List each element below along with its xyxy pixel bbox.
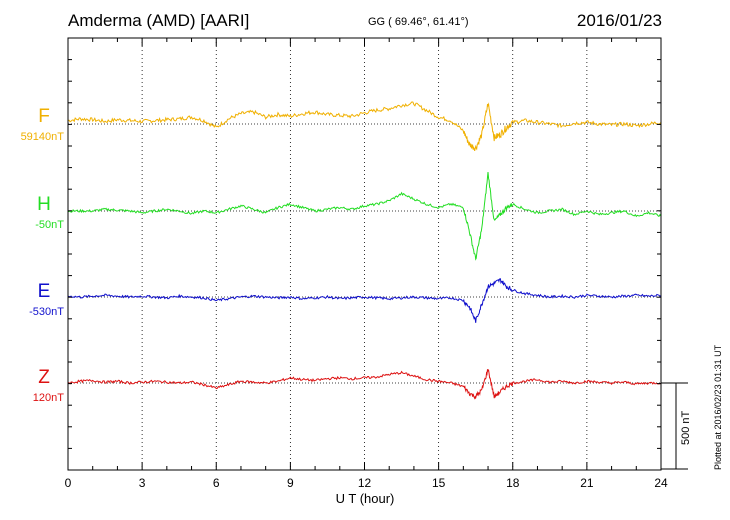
channel-e-baseline: -530nT <box>29 306 64 318</box>
x-tick-label-21: 21 <box>580 476 594 490</box>
channel-e-label: E <box>37 281 51 302</box>
coordinates: GG ( 69.46°, 61.41°) <box>368 16 469 28</box>
date-label: 2016/01/23 <box>576 11 662 30</box>
channel-f-baseline: 59140nT <box>20 131 64 143</box>
series-line-z <box>67 369 662 400</box>
scale-bar <box>661 382 688 470</box>
x-tick-label-12: 12 <box>358 476 372 490</box>
channel-z-baseline: 120nT <box>32 392 64 404</box>
channel-h-baseline: -50nT <box>35 219 64 231</box>
x-tick-labels: 0 3 6 9 12 15 18 21 24 <box>65 476 668 490</box>
x-tick-label-15: 15 <box>432 476 446 490</box>
scale-bar-label: 500 nT <box>680 410 692 445</box>
x-tick-label-6: 6 <box>213 476 220 490</box>
channel-h-label: H <box>37 194 51 215</box>
series-line-e <box>67 278 662 323</box>
x-tick-label-9: 9 <box>287 476 294 490</box>
series-line-h <box>67 172 662 261</box>
station-title: Amderma (AMD) [AARI] <box>68 11 250 30</box>
chart-grid <box>141 38 588 470</box>
series-line-f <box>67 101 662 152</box>
x-tick-label-18: 18 <box>506 476 520 490</box>
x-tick-label-3: 3 <box>139 476 146 490</box>
axis-ticks <box>67 37 662 470</box>
channel-f-label: F <box>38 106 50 127</box>
plotted-timestamp: Plotted at 2016/02/23 01:31 UT <box>713 344 723 470</box>
x-tick-label-0: 0 <box>65 476 72 490</box>
channel-z-label: Z <box>38 367 50 388</box>
x-tick-label-24: 24 <box>654 476 668 490</box>
series-lines <box>67 101 662 400</box>
x-axis-label: U T (hour) <box>336 491 395 506</box>
